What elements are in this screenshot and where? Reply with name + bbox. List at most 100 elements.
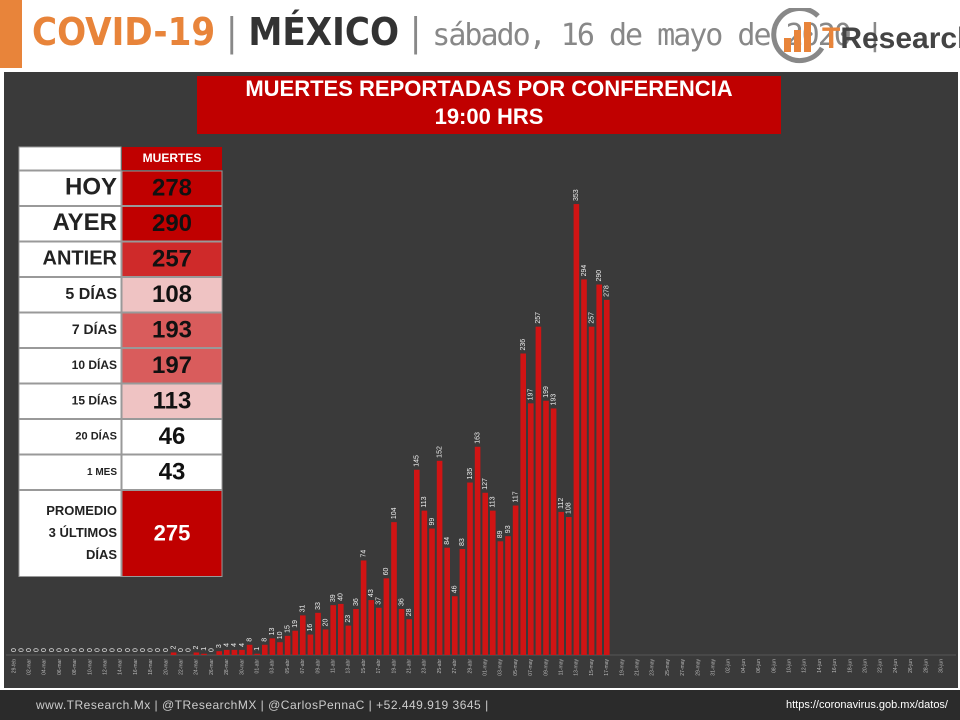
header: COVID-19 | MÉXICO | sábado, 16 de mayo d…: [0, 0, 960, 68]
value-label: 278: [604, 285, 611, 297]
value-label: 0: [79, 648, 86, 652]
x-tick-label: 04-mar: [42, 659, 48, 675]
table-value: 290: [152, 210, 192, 237]
bar: [604, 299, 610, 655]
bar: [338, 603, 344, 655]
x-tick-label: 15-may: [589, 659, 595, 676]
bar: [505, 536, 511, 655]
bar: [573, 204, 580, 656]
bar: [269, 638, 276, 655]
bar: [596, 284, 602, 655]
value-label: 0: [11, 648, 18, 652]
value-label: 28: [406, 608, 413, 616]
x-tick-label: 04-jun: [741, 659, 747, 673]
table-value-cell: [121, 383, 223, 419]
bar: [482, 492, 488, 655]
x-tick-label: 15-abr: [361, 659, 367, 674]
table-value-cell: [121, 419, 223, 455]
table-value-cell: [121, 348, 223, 384]
table-label: 3 ÚLTIMOS: [49, 525, 118, 540]
value-label: 0: [163, 648, 170, 652]
bar: [216, 651, 222, 655]
bar: [581, 279, 587, 655]
value-label: 0: [94, 648, 101, 652]
table-label: 7 DÍAS: [72, 321, 117, 337]
table-value-cell: [121, 454, 223, 490]
table-header-blank: [18, 146, 122, 171]
table-label: DÍAS: [86, 547, 117, 562]
bar: [588, 326, 595, 655]
bar: [383, 578, 390, 655]
value-label: 113: [421, 496, 428, 507]
value-label: 4: [231, 643, 238, 647]
bar: [535, 326, 542, 655]
table-label-cell: [18, 241, 122, 277]
separator: |: [409, 10, 422, 54]
table-label-cell: [18, 419, 122, 455]
x-tick-label: 29-abr: [467, 659, 473, 674]
bar: [330, 605, 336, 655]
separator: |: [226, 10, 238, 54]
title-b: MÉXICO: [248, 10, 400, 54]
table-value-cell: [121, 277, 223, 313]
x-tick-label: 19-may: [619, 659, 625, 676]
x-tick-label: 28-mar: [224, 659, 230, 675]
value-label: 0: [208, 648, 215, 652]
table-value: 193: [152, 317, 192, 344]
bar: [292, 630, 298, 655]
value-label: 36: [353, 598, 360, 606]
value-label: 197: [528, 389, 535, 401]
bar: [360, 560, 367, 655]
x-tick-label: 23-may: [650, 659, 656, 676]
title-a: COVID-19: [32, 10, 216, 54]
x-tick-label: 28-jun: [923, 659, 929, 673]
x-tick-label: 30-mar: [239, 659, 245, 675]
value-label: 135: [467, 468, 474, 480]
value-label: 93: [505, 525, 512, 533]
x-tick-label: 05-abr: [285, 659, 291, 674]
bar: [467, 482, 473, 655]
bar: [528, 403, 534, 655]
x-tick-label: 02-mar: [27, 659, 33, 675]
table-value-cell: [121, 206, 223, 242]
value-label: 236: [520, 339, 527, 351]
value-label: 13: [269, 627, 276, 635]
bar: [239, 649, 245, 655]
table-label: ANTIER: [43, 248, 118, 270]
bar: [231, 649, 238, 655]
bar: [353, 609, 359, 655]
table-label-cell: [18, 490, 122, 577]
x-tick-label: 31-may: [711, 659, 717, 676]
value-label: 4: [239, 643, 246, 647]
table-value: 113: [153, 388, 192, 415]
value-label: 108: [566, 502, 573, 514]
bar: [345, 625, 352, 655]
bar: [566, 517, 572, 655]
bar: [558, 511, 564, 655]
value-label: 145: [414, 455, 421, 467]
value-label: 0: [72, 648, 79, 652]
value-label: 60: [383, 567, 390, 575]
x-tick-label: 05-may: [513, 659, 519, 676]
x-tick-label: 21-may: [635, 659, 641, 676]
bar: [444, 547, 450, 655]
x-tick-label: 11-abr: [331, 659, 337, 673]
value-label: 37: [376, 597, 383, 605]
value-label: 199: [543, 386, 550, 398]
table-label: 5 DÍAS: [65, 284, 117, 303]
table-value: 46: [159, 423, 186, 450]
value-label: 117: [512, 491, 519, 502]
value-label: 163: [474, 432, 481, 444]
x-tick-label: 07-may: [528, 659, 534, 676]
bar: [300, 615, 306, 655]
header-title: COVID-19 | MÉXICO | sábado, 16 de mayo d…: [32, 10, 884, 54]
table-label-cell: [18, 454, 122, 490]
value-label: 39: [330, 594, 337, 602]
value-label: 1: [201, 647, 208, 651]
value-label: 8: [262, 638, 269, 642]
bar: [398, 609, 405, 655]
value-label: 19: [292, 620, 299, 628]
table-value-cell: [121, 241, 223, 277]
value-label: 257: [535, 312, 542, 324]
value-label: 15: [284, 625, 291, 633]
